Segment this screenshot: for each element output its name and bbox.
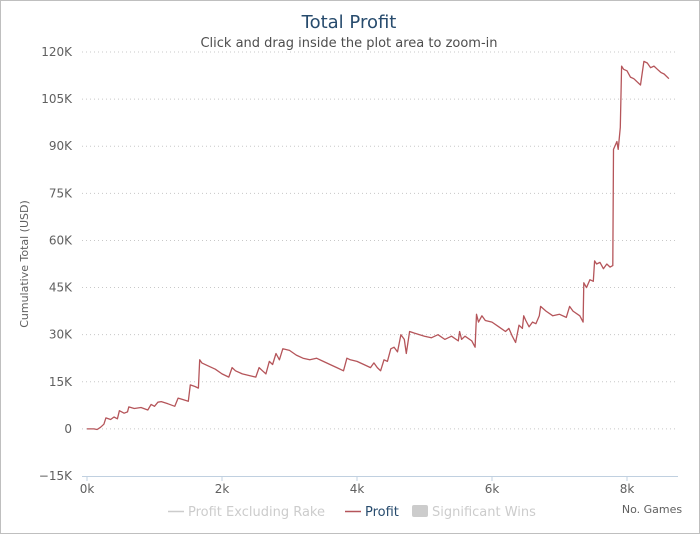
profit-series-line[interactable]: [87, 60, 670, 431]
x-tick-label: 2k: [215, 482, 230, 496]
axes: −15K 0 15K 30K 45K 60K 75K 90K 105K 120K 0k 2k 4k 6k 8…: [39, 45, 678, 496]
legend-item-significant-wins[interactable]: Significant Wins: [412, 505, 536, 520]
y-tick-label: 120K: [41, 45, 73, 59]
series-layer: [87, 60, 670, 431]
x-tick-label: 8k: [620, 482, 635, 496]
x-tick-label: 6k: [485, 482, 500, 496]
y-axis-title: Cumulative Total (USD): [18, 200, 31, 328]
x-axis-title: No. Games: [622, 503, 683, 516]
legend-box-icon: [412, 505, 428, 517]
x-tick-label: 4k: [350, 482, 365, 496]
legend: Profit Excluding Rake Profit Significant W…: [168, 505, 536, 520]
y-tick-label: 45K: [49, 281, 73, 295]
y-tick-label: 75K: [49, 186, 73, 200]
y-tick-label: 30K: [49, 328, 73, 342]
chart-subtitle: Click and drag inside the plot area to z…: [200, 36, 497, 51]
y-tick-label: 0: [64, 422, 72, 436]
y-tick-label: 15K: [49, 375, 73, 389]
legend-item-profit-excluding-rake[interactable]: Profit Excluding Rake: [168, 505, 325, 520]
legend-label: Profit: [365, 505, 399, 520]
y-tick-label: 105K: [41, 92, 73, 106]
legend-label: Profit Excluding Rake: [188, 505, 325, 520]
y-tick-label: 60K: [49, 233, 73, 247]
x-tick-label: 0k: [80, 482, 95, 496]
grid-lines: [82, 51, 678, 430]
legend-label: Significant Wins: [432, 505, 536, 520]
chart-title: Total Profit: [301, 12, 397, 33]
legend-item-profit[interactable]: Profit: [345, 505, 399, 520]
y-tick-label: 90K: [49, 139, 73, 153]
y-tick-label: −15K: [39, 469, 73, 483]
